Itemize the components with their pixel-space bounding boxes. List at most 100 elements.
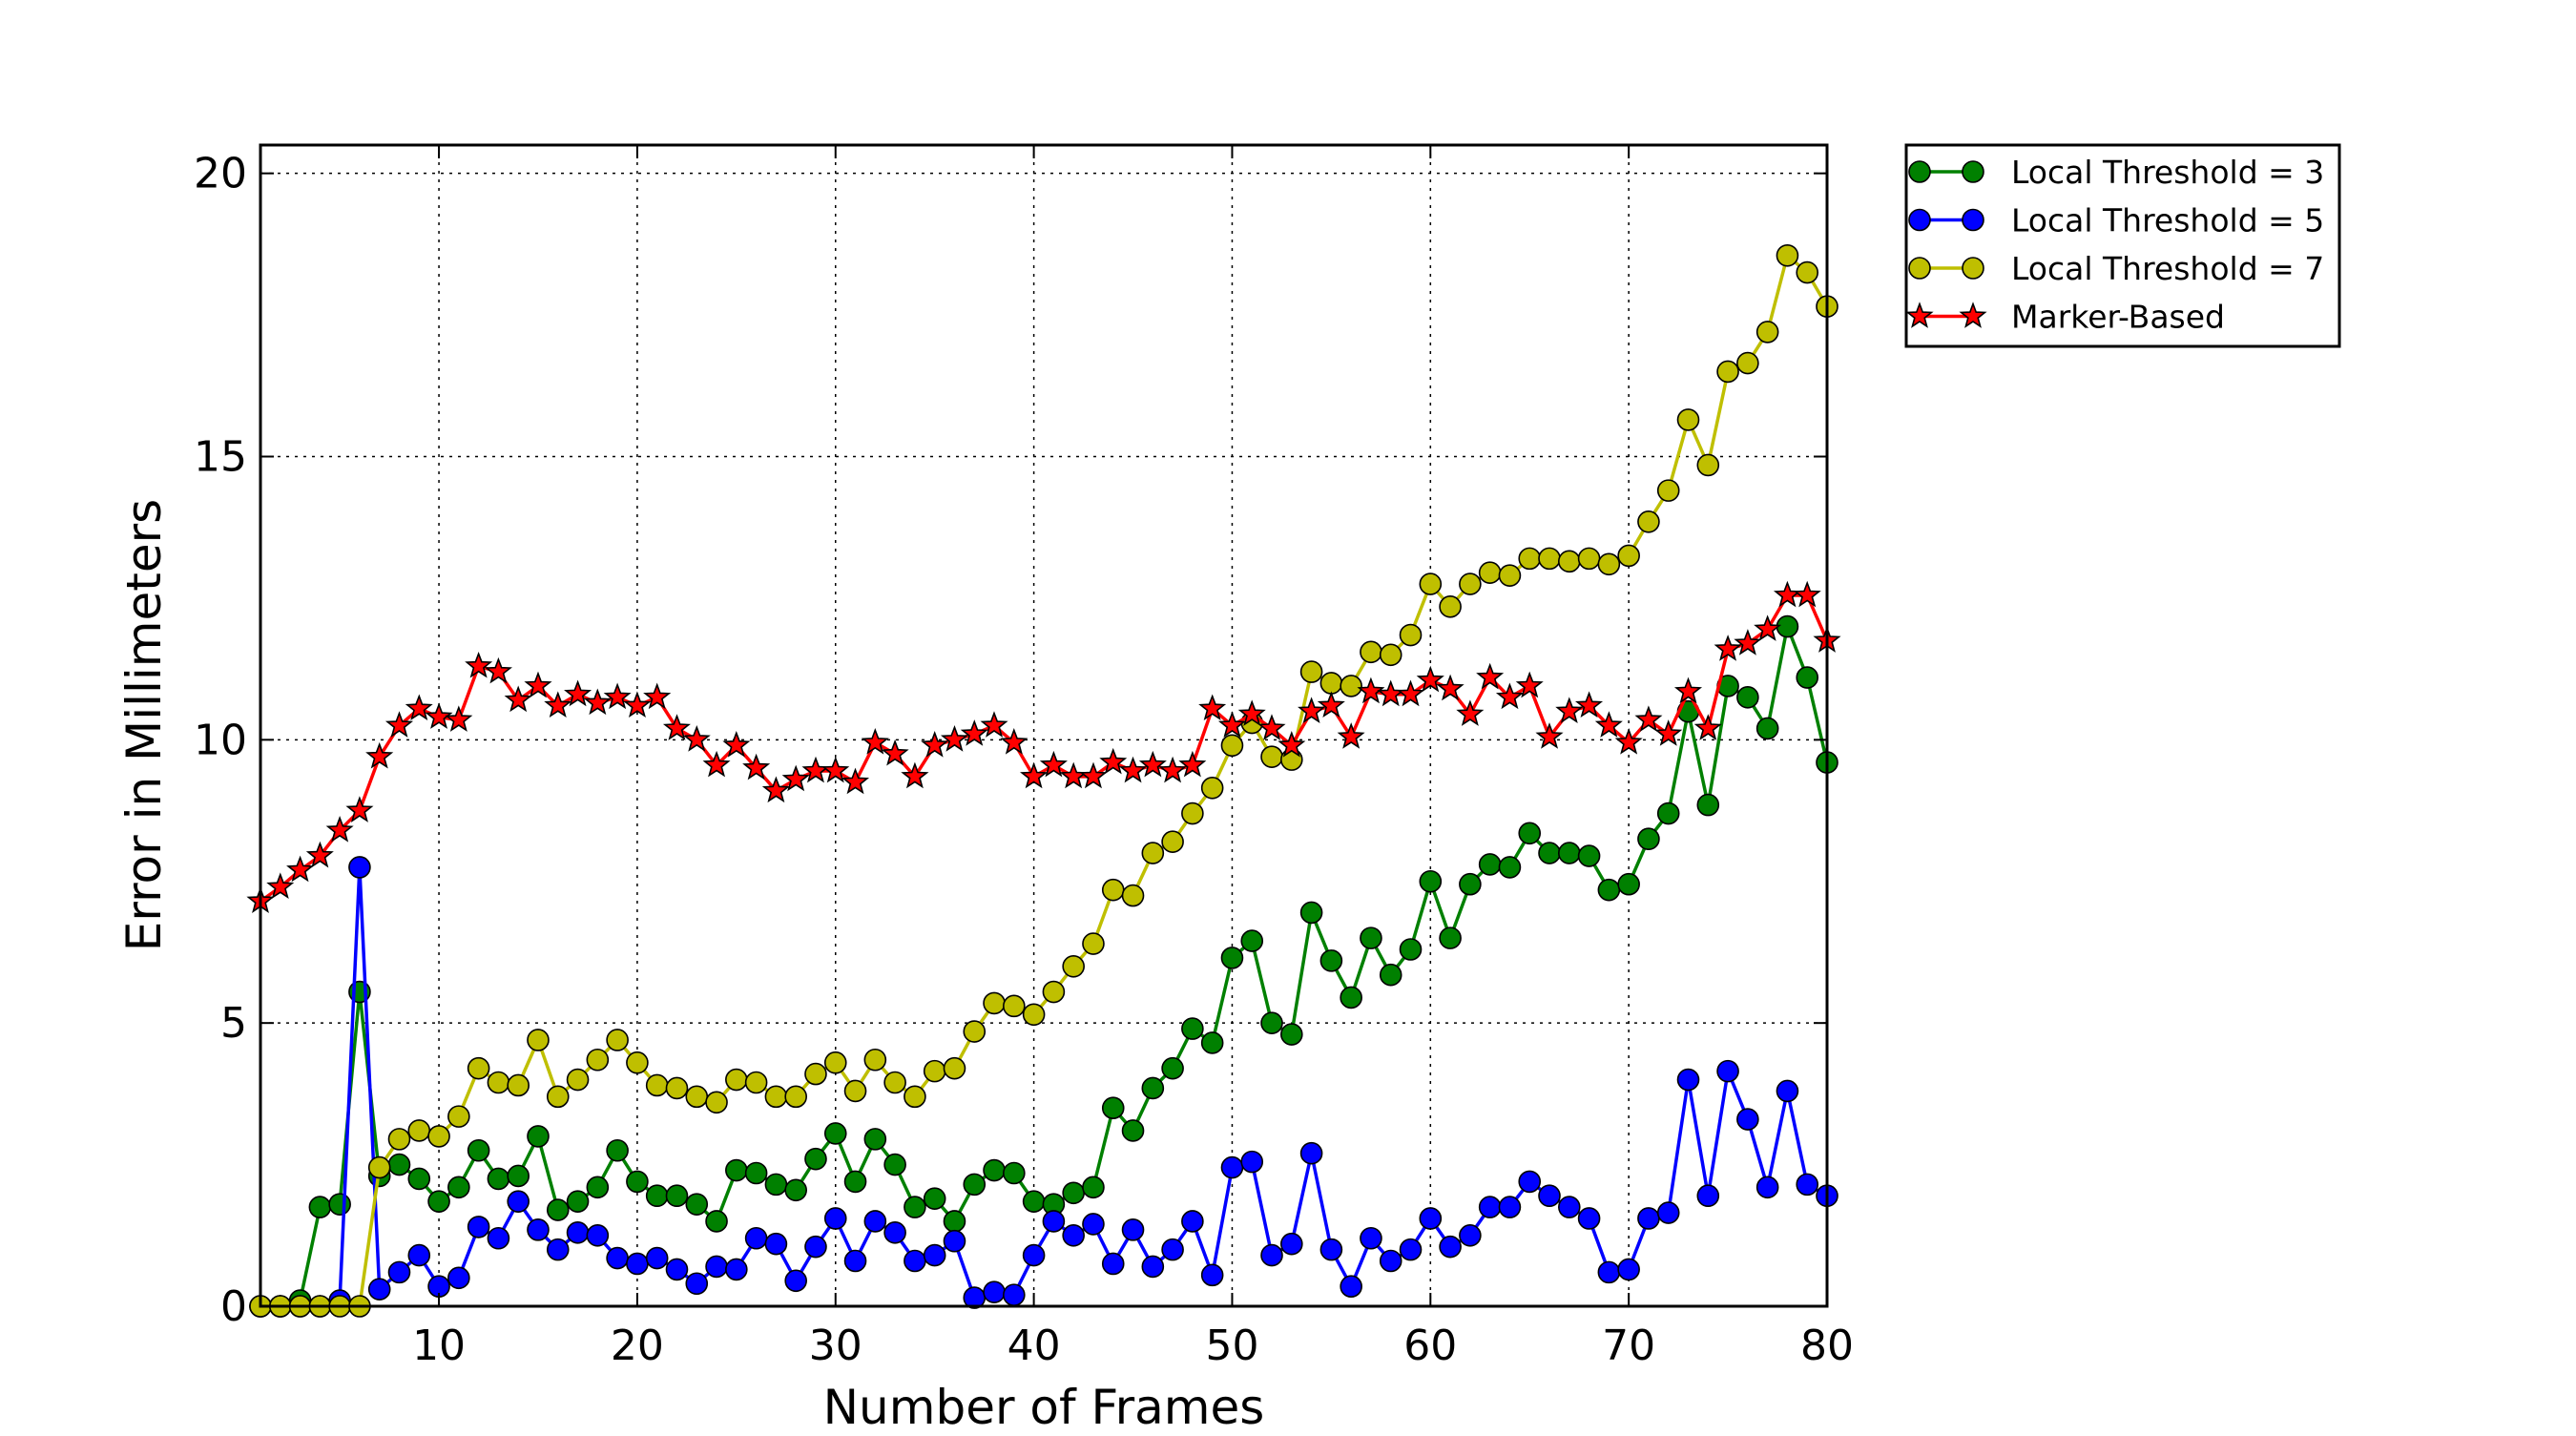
data-point — [1776, 243, 1799, 267]
data-point — [1399, 623, 1423, 647]
data-point — [682, 725, 711, 752]
data-point — [1676, 408, 1700, 431]
data-point — [626, 1051, 649, 1074]
data-point — [923, 1059, 946, 1083]
data-point — [1280, 748, 1303, 771]
data-point — [1062, 955, 1085, 978]
data-point — [606, 1246, 629, 1270]
data-point — [546, 1198, 570, 1221]
data-point — [980, 711, 1008, 738]
data-point — [1003, 1161, 1026, 1185]
data-point — [447, 1105, 470, 1128]
data-point — [603, 682, 632, 710]
data-point — [705, 1210, 728, 1233]
data-point — [407, 1243, 431, 1267]
data-point — [1555, 697, 1584, 724]
legend-marker — [1908, 208, 1931, 232]
x-tick-label: 50 — [1205, 1322, 1258, 1370]
data-point — [447, 1266, 470, 1290]
data-point — [487, 1167, 510, 1191]
data-point — [1637, 510, 1660, 533]
data-point — [645, 1073, 669, 1097]
data-point — [1714, 635, 1742, 661]
data-point — [1459, 872, 1482, 896]
data-point — [742, 753, 771, 780]
data-point — [566, 1190, 590, 1213]
data-point — [963, 1020, 987, 1043]
data-point — [1181, 1210, 1204, 1233]
data-point — [1416, 665, 1444, 693]
data-point — [1439, 926, 1462, 949]
legend-label: Local Threshold = 3 — [2011, 154, 2324, 191]
y-tick-label: 20 — [194, 150, 247, 198]
legend-entry: Local Threshold = 3 — [1908, 154, 2324, 191]
data-point — [1498, 1196, 1522, 1218]
data-point — [367, 1278, 391, 1301]
data-point — [1575, 691, 1604, 718]
data-point — [1557, 842, 1581, 864]
data-point — [1716, 360, 1739, 384]
data-point — [921, 731, 949, 758]
data-point — [546, 1085, 570, 1109]
data-point — [764, 1232, 788, 1256]
data-point — [843, 1079, 867, 1103]
data-point — [960, 719, 988, 746]
data-point — [1161, 1238, 1184, 1261]
data-point — [407, 1167, 431, 1191]
data-point — [1538, 842, 1561, 864]
data-point — [1736, 351, 1759, 375]
data-point — [266, 872, 295, 900]
data-point — [901, 761, 929, 789]
data-point — [1796, 1173, 1819, 1197]
data-point — [1217, 711, 1246, 738]
legend-marker — [1962, 208, 1984, 232]
data-point — [1240, 1150, 1264, 1174]
data-point — [1079, 761, 1108, 789]
data-point — [1498, 564, 1522, 587]
data-point — [1696, 1184, 1720, 1208]
data-point — [841, 767, 870, 795]
data-point — [1280, 1023, 1303, 1046]
data-point — [904, 1249, 926, 1273]
data-point — [1538, 1184, 1561, 1208]
data-point — [1495, 682, 1524, 710]
data-point — [1498, 856, 1522, 879]
series-marker-based — [246, 580, 1841, 913]
data-point — [1299, 1141, 1323, 1165]
data-point — [504, 685, 532, 713]
data-point — [564, 679, 592, 707]
data-point — [1637, 1207, 1660, 1230]
data-point — [904, 1085, 926, 1109]
data-point — [1654, 719, 1683, 746]
data-point — [427, 1190, 450, 1213]
legend-marker — [1962, 160, 1984, 183]
y-tick-label: 5 — [220, 999, 247, 1048]
data-point — [1161, 1056, 1184, 1080]
data-point — [1597, 552, 1621, 576]
data-point — [1776, 1079, 1799, 1103]
data-point — [1518, 1170, 1542, 1194]
data-point — [744, 1226, 768, 1250]
data-point — [1340, 675, 1362, 697]
data-point — [387, 1260, 411, 1284]
data-point — [1042, 980, 1066, 1004]
data-point — [1003, 994, 1026, 1018]
data-point — [606, 1138, 629, 1162]
data-point — [626, 1252, 649, 1276]
legend-marker — [1908, 160, 1931, 183]
data-point — [1198, 694, 1227, 721]
data-point — [685, 1272, 709, 1296]
data-point — [1257, 714, 1286, 740]
data-point — [1200, 1031, 1224, 1054]
data-point — [804, 1062, 827, 1086]
data-point — [467, 1056, 490, 1080]
data-point — [744, 1161, 768, 1185]
data-point — [1478, 561, 1502, 585]
data-point — [1237, 699, 1266, 726]
data-point — [1535, 722, 1564, 749]
data-point — [784, 1269, 807, 1293]
data-point — [1181, 1017, 1204, 1040]
data-point — [764, 1173, 788, 1197]
data-point — [1101, 1096, 1125, 1120]
data-point — [804, 1235, 827, 1259]
